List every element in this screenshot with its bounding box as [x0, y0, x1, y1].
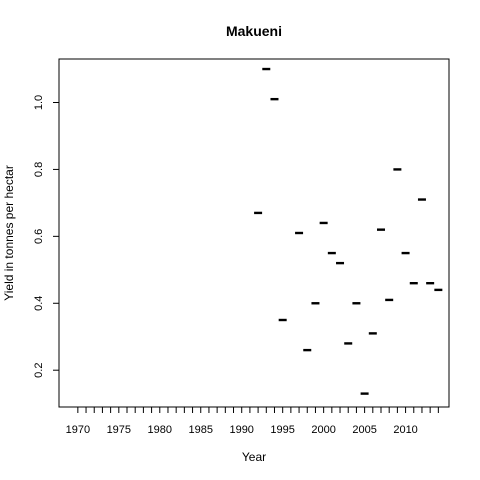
- x-tick-label: 1990: [229, 424, 253, 436]
- x-tick-label: 2005: [352, 424, 376, 436]
- x-axis: 1970 1975 1980 1985 1990 1995 2000 2005 2010: [66, 407, 439, 436]
- y-tick-label: 0.6: [33, 229, 45, 244]
- x-tick-label: 1985: [189, 424, 213, 436]
- x-tick-label: 1995: [270, 424, 294, 436]
- y-tick-label: 0.2: [33, 363, 45, 378]
- x-axis-label: Year: [242, 450, 266, 464]
- data-marks: [254, 67, 443, 395]
- chart-title: Makueni: [226, 23, 282, 39]
- y-tick-label: 0.8: [33, 162, 45, 177]
- y-axis-label: Yield in tonnes per hectar: [2, 165, 16, 301]
- x-tick-label: 2000: [311, 424, 335, 436]
- x-tick-label: 1980: [148, 424, 172, 436]
- x-tick-label: 2010: [393, 424, 417, 436]
- x-tick-label: 1970: [66, 424, 90, 436]
- y-axis: 0.2 0.4 0.6 0.8 1.0: [33, 95, 59, 378]
- x-tick-label: 1975: [107, 424, 131, 436]
- plot-frame: [58, 58, 450, 408]
- y-tick-label: 1.0: [33, 95, 45, 110]
- y-tick-label: 0.4: [33, 296, 45, 311]
